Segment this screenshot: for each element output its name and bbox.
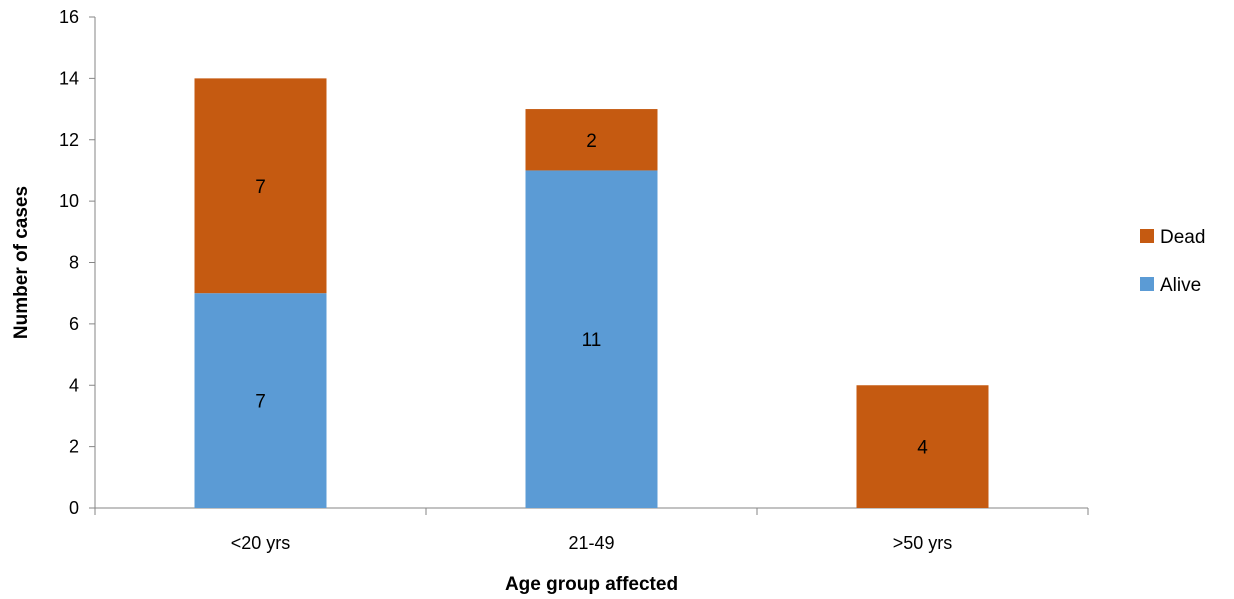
data-label: 11 <box>582 330 602 351</box>
y-tick-label: 2 <box>69 437 79 457</box>
y-tick-label: 16 <box>59 7 79 27</box>
y-tick-label: 14 <box>59 68 79 88</box>
data-label: 4 <box>917 438 928 459</box>
bar-alive <box>194 293 327 508</box>
x-tick-label: <20 yrs <box>231 533 291 553</box>
data-label: 7 <box>255 392 266 413</box>
y-axis: 0 2 4 6 8 10 12 14 16 <box>59 7 96 518</box>
x-axis-title: Age group affected <box>505 574 678 595</box>
y-tick-label: 4 <box>69 375 79 395</box>
data-label: 7 <box>255 177 266 198</box>
legend-label-dead: Dead <box>1160 227 1205 248</box>
data-label: 2 <box>586 131 597 152</box>
x-axis: <20 yrs 21-49 >50 yrs <box>94 507 1089 553</box>
legend-swatch-alive <box>1140 277 1154 291</box>
legend-swatch-dead <box>1140 229 1154 243</box>
bar-dead <box>525 109 658 171</box>
y-tick-label: 8 <box>69 253 79 273</box>
y-axis-title: Number of cases <box>11 186 32 339</box>
legend: Dead Alive <box>1140 227 1205 296</box>
y-tick-label: 0 <box>69 498 79 518</box>
bar-alive <box>525 170 658 508</box>
y-tick-label: 10 <box>59 191 79 211</box>
bar-dead <box>856 385 989 508</box>
data-labels: 7 7 11 2 4 <box>255 131 928 459</box>
x-tick-label: 21-49 <box>568 533 614 553</box>
y-tick-label: 12 <box>59 130 79 150</box>
x-tick-label: >50 yrs <box>893 533 953 553</box>
bar-dead <box>194 78 327 294</box>
legend-label-alive: Alive <box>1160 275 1201 296</box>
y-tick-label: 6 <box>69 314 79 334</box>
bars <box>194 78 989 508</box>
